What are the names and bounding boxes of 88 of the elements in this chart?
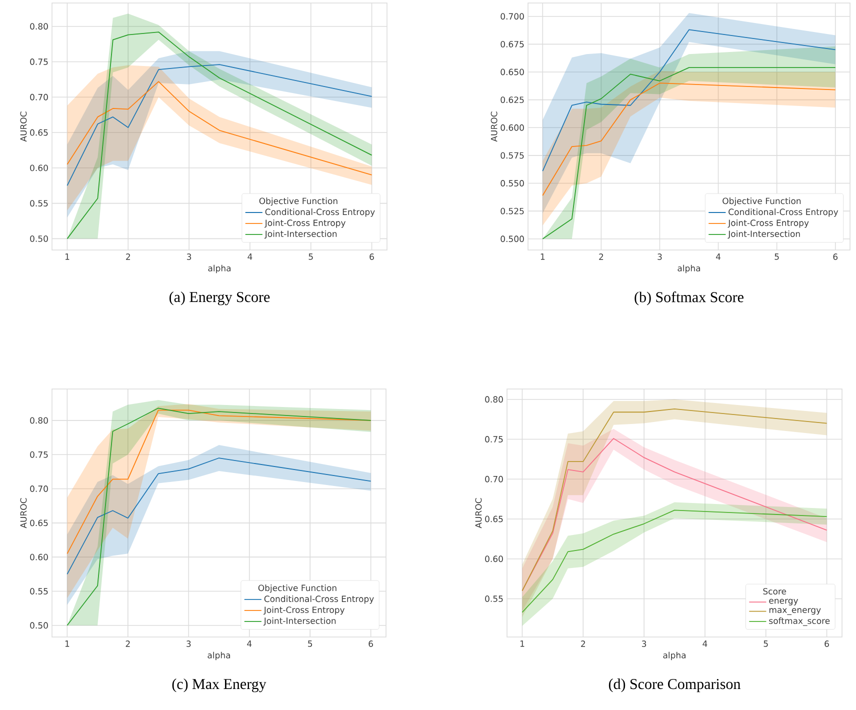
line-series (66, 458, 372, 575)
y-tick-label: 0.75 (485, 436, 503, 442)
text: (a) Energy Score (169, 292, 270, 306)
line-series (66, 81, 372, 176)
y-axis-title: AUROC (490, 112, 498, 142)
x-axis-title: alpha (663, 652, 686, 660)
text: (c) Max Energy (172, 678, 266, 692)
y-tick-label: 0.80 (30, 23, 48, 30)
x-tick-label: 1 (65, 254, 70, 260)
line-series (522, 510, 828, 613)
legend-label: Joint-Cross Entropy (264, 219, 346, 228)
y-tick-label: 0.80 (485, 396, 503, 403)
y-tick-label: 0.550 (500, 180, 524, 186)
x-tick-label: 1 (520, 640, 524, 647)
text: (d) Score Comparison (608, 678, 741, 692)
y-tick-label: 0.700 (500, 13, 524, 20)
x-tick-label: 3 (186, 640, 191, 647)
legend-title: Objective Function (258, 584, 336, 593)
y-axis-title: AUROC (20, 498, 27, 528)
text: (b) Softmax Score (634, 292, 744, 306)
x-axis-title: alpha (678, 264, 700, 274)
y-tick-label: 0.525 (500, 208, 524, 214)
x-tick-label: 3 (186, 254, 192, 260)
legend-label: Conditional-Cross Entropy (728, 208, 838, 217)
x-axis-title: alpha (208, 264, 231, 274)
y-tick-label: 0.500 (500, 236, 524, 242)
y-tick-label: 0.80 (30, 417, 48, 424)
x-tick-label: 4 (702, 640, 708, 647)
y-tick-label: 0.60 (485, 556, 503, 562)
legend-label: max_energy (769, 608, 821, 615)
x-tick-label: 6 (833, 254, 838, 260)
x-tick-label: 2 (126, 640, 130, 647)
x-tick-label: 5 (774, 254, 779, 260)
legend-label: Joint-Cross Entropy (263, 606, 345, 615)
x-tick-label: 4 (248, 254, 252, 260)
legend-label: energy (769, 598, 798, 606)
y-tick-label: 0.70 (30, 94, 48, 100)
y-tick-label: 0.60 (30, 164, 48, 172)
legend-title: Score (763, 588, 786, 595)
x-tick-label: 2 (126, 254, 130, 260)
line-series (66, 410, 372, 554)
line-series (66, 64, 372, 186)
y-tick-label: 0.650 (500, 68, 524, 76)
y-tick-label: 0.55 (30, 200, 48, 207)
x-tick-label: 5 (308, 640, 312, 647)
x-tick-label: 6 (370, 254, 374, 260)
x-tick-label: 5 (764, 640, 768, 647)
y-axis-title: AUROC (20, 112, 27, 142)
y-tick-label: 0.50 (30, 622, 48, 629)
legend-label: Joint-Intersection (263, 617, 336, 626)
x-tick-label: 3 (642, 640, 646, 647)
y-tick-label: 0.55 (485, 596, 503, 602)
legend-label: Joint-Intersection (728, 230, 800, 239)
x-tick-label: 4 (716, 254, 720, 260)
y-tick-label: 0.65 (485, 516, 503, 522)
y-tick-label: 0.50 (30, 235, 48, 242)
x-axis-title: alpha (208, 652, 230, 660)
y-tick-label: 0.60 (30, 554, 48, 560)
legend-label: Joint-Intersection (264, 230, 337, 239)
y-tick-label: 0.55 (30, 588, 48, 594)
legend-title: Objective Function (722, 198, 801, 206)
y-tick-label: 0.70 (485, 476, 503, 482)
line-series (542, 29, 836, 172)
y-tick-label: 0.65 (30, 129, 48, 136)
x-tick-label: 3 (658, 254, 662, 260)
legend-title: Objective Function (259, 198, 338, 206)
y-tick-label: 0.70 (30, 486, 48, 492)
y-tick-label: 0.75 (30, 58, 48, 65)
line-series (542, 82, 836, 196)
x-tick-label: 5 (308, 254, 313, 260)
x-tick-label: 2 (581, 640, 586, 647)
y-tick-label: 0.675 (500, 40, 524, 48)
x-tick-label: 4 (247, 640, 252, 647)
y-tick-label: 0.625 (500, 96, 524, 104)
legend-label: Joint-Cross Entropy (728, 219, 809, 228)
x-tick-label: 1 (65, 640, 70, 647)
y-axis-title: AUROC (475, 498, 482, 528)
x-tick-label: 2 (599, 254, 604, 260)
y-tick-label: 0.600 (500, 124, 524, 131)
y-tick-label: 0.575 (500, 152, 524, 159)
x-tick-label: 6 (368, 640, 373, 647)
x-tick-label: 1 (540, 254, 545, 260)
y-tick-label: 0.65 (30, 520, 48, 526)
x-tick-label: 6 (824, 640, 829, 647)
legend-label: Conditional-Cross Entropy (265, 208, 375, 217)
legend-label: softmax_score (769, 617, 830, 626)
y-tick-label: 0.75 (30, 451, 48, 458)
legend-label: Conditional-Cross Entropy (264, 595, 374, 604)
